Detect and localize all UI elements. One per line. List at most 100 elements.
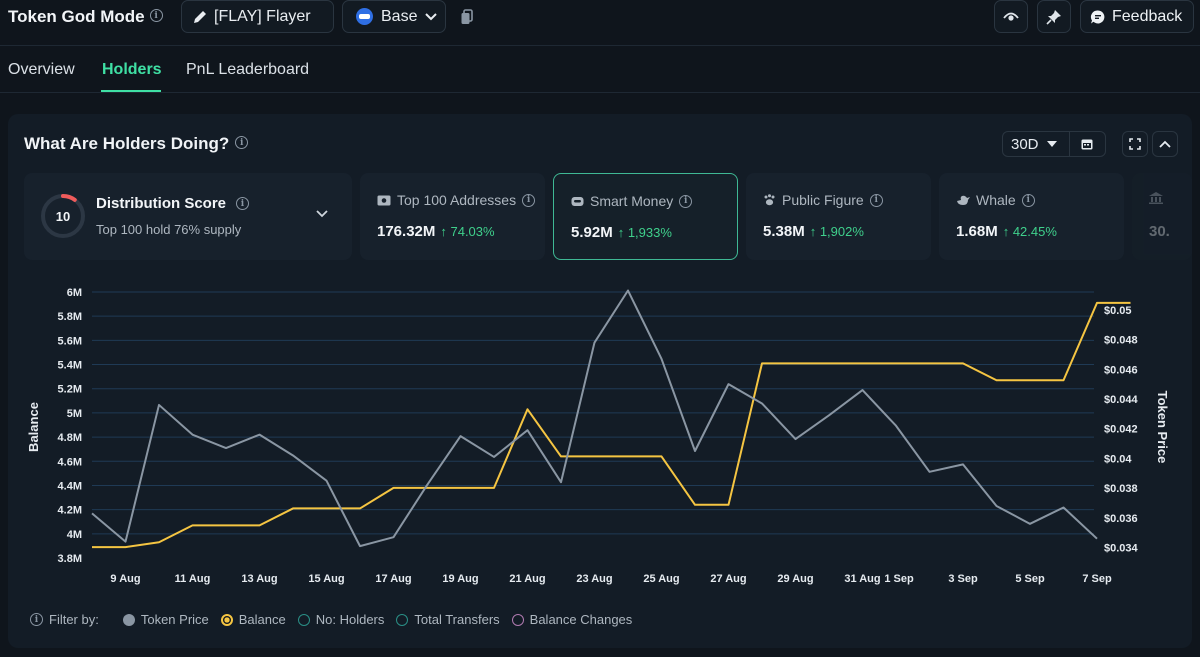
stat-value: 30. — [1149, 223, 1170, 240]
info-icon[interactable]: i — [522, 193, 536, 207]
range-label: 30D — [1011, 135, 1039, 153]
feedback-label: Feedback — [1112, 7, 1183, 25]
stat-change: ↑ 1,902% — [809, 224, 864, 239]
holders-panel: What Are Holders Doing? i 30D 10 Distribu… — [8, 114, 1192, 648]
distribution-subtitle: Top 100 hold 76% supply — [96, 222, 242, 237]
stat-value: 5.92M — [571, 224, 613, 241]
active-tab-indicator — [101, 90, 161, 92]
stat-label: Smart Money — [590, 193, 674, 209]
info-icon[interactable]: i — [30, 613, 43, 626]
top-bar: Token God Mode i [FLAY] Flayer Base Feedb… — [0, 0, 1200, 46]
stat-label: Public Figure — [782, 192, 864, 208]
stat-card-public-figure[interactable]: Public Figure i 5.38M ↑ 1,902% — [746, 173, 931, 260]
legend-dot — [122, 613, 135, 626]
tab-overview[interactable]: Overview — [8, 61, 75, 78]
stat-value-wrap: 176.32M ↑ 74.03% — [377, 223, 495, 240]
copy-icon[interactable] — [460, 9, 474, 25]
whale-icon — [957, 195, 970, 205]
stat-card-partial[interactable]: 30. — [1132, 173, 1192, 260]
info-icon[interactable]: i — [869, 193, 883, 207]
stat-label: Top 100 Addresses — [397, 192, 517, 208]
paw-icon — [764, 194, 775, 206]
legend-item-balance[interactable]: Balance — [220, 612, 286, 627]
range-dropdown[interactable]: 30D — [1003, 136, 1069, 153]
stat-value-wrap: 5.38M ↑ 1,902% — [763, 223, 864, 240]
info-icon[interactable]: i — [1021, 193, 1035, 207]
legend-label: No: Holders — [315, 612, 385, 627]
chart-legend: i Filter by: Token Price Balance No: Hol… — [30, 612, 632, 627]
pin-button[interactable] — [1037, 0, 1071, 33]
legend-item-holders[interactable]: No: Holders — [297, 612, 385, 627]
legend-label: Total Transfers — [414, 612, 500, 627]
stat-card-smart-money[interactable]: Smart Money i 5.92M ↑ 1,933% — [553, 173, 738, 260]
panel-title-wrap: What Are Holders Doing? i — [24, 134, 249, 154]
stat-label-wrap: Public Figure i — [763, 192, 883, 208]
chevron-down-icon — [425, 12, 438, 20]
eye-icon — [1003, 12, 1019, 21]
stat-label-wrap: Smart Money i — [571, 193, 693, 209]
watch-button[interactable] — [994, 0, 1028, 33]
legend-label: Balance — [238, 612, 286, 627]
info-icon[interactable]: i — [235, 136, 249, 150]
stat-value-wrap: 5.92M ↑ 1,933% — [571, 224, 672, 241]
info-icon[interactable]: i — [679, 194, 693, 208]
stat-label-wrap: Top 100 Addresses i — [377, 192, 536, 208]
pin-icon — [1046, 9, 1061, 25]
feedback-button[interactable]: Feedback — [1080, 0, 1194, 33]
stat-card-top-100[interactable]: Top 100 Addresses i 176.32M ↑ 74.03% — [360, 173, 545, 260]
collapse-button[interactable] — [1152, 131, 1178, 157]
expand-icon — [1129, 138, 1141, 150]
chevron-up-icon — [1159, 140, 1171, 148]
cash-icon — [377, 195, 391, 205]
stat-change: ↑ 42.45% — [1002, 224, 1057, 239]
stat-value: 1.68M — [956, 223, 998, 240]
bank-icon — [1149, 192, 1163, 204]
stat-label-wrap: Whale i — [956, 192, 1035, 208]
base-chain-icon — [356, 8, 373, 25]
stat-change: ↑ 1,933% — [617, 225, 672, 240]
stat-card-whale[interactable]: Whale i 1.68M ↑ 42.45% — [939, 173, 1124, 260]
panel-title: What Are Holders Doing? — [24, 134, 230, 153]
calendar-icon — [1081, 139, 1093, 150]
stat-value-wrap: 1.68M ↑ 42.45% — [956, 223, 1057, 240]
app-title: Token God Mode — [8, 7, 145, 26]
chain-selector-button[interactable]: Base — [342, 0, 446, 33]
stat-label: Whale — [976, 192, 1016, 208]
tab-holders[interactable]: Holders — [102, 61, 162, 78]
app-title-wrap: Token God Mode i — [8, 7, 163, 27]
chat-bubble-icon — [1090, 9, 1105, 23]
divider — [1068, 131, 1070, 157]
chevron-down-icon[interactable] — [316, 210, 328, 218]
legend-dot — [220, 613, 233, 626]
legend-item-total-transfers[interactable]: Total Transfers — [396, 612, 500, 627]
stat-value-wrap: 30. — [1149, 223, 1170, 240]
legend-item-balance-changes[interactable]: Balance Changes — [511, 612, 633, 627]
legend-dot — [297, 613, 310, 626]
caret-down-icon — [1046, 141, 1057, 147]
stat-label-wrap — [1149, 192, 1169, 204]
legend-label: Balance Changes — [529, 612, 633, 627]
distribution-score-value: 10 — [55, 208, 71, 224]
distribution-score-ring — [41, 194, 85, 238]
legend-dot — [396, 613, 409, 626]
calendar-button[interactable] — [1070, 138, 1105, 150]
tab-pnl-leaderboard[interactable]: PnL Leaderboard — [186, 61, 310, 78]
legend-dot — [511, 613, 524, 626]
stat-change: ↑ 74.03% — [440, 224, 495, 239]
filter-label: Filter by: — [49, 612, 99, 627]
distribution-title: Distribution Score — [96, 195, 227, 212]
fullscreen-button[interactable] — [1122, 131, 1148, 157]
token-label: [FLAY] Flayer — [214, 7, 311, 25]
token-selector-button[interactable]: [FLAY] Flayer — [181, 0, 334, 33]
tab-bar: Overview Holders PnL Leaderboard — [0, 47, 1200, 93]
distribution-score-card[interactable]: 10 Distribution Score i Top 100 hold 76% … — [24, 173, 352, 260]
stat-value: 5.38M — [763, 223, 805, 240]
legend-item-token-price[interactable]: Token Price — [122, 612, 209, 627]
chain-label: Base — [381, 7, 418, 25]
info-icon[interactable]: i — [149, 9, 163, 23]
stat-value: 176.32M — [377, 223, 436, 240]
range-selector[interactable]: 30D — [1002, 131, 1106, 157]
info-icon[interactable]: i — [236, 197, 250, 210]
robot-icon — [571, 197, 584, 206]
legend-label: Token Price — [140, 612, 209, 627]
